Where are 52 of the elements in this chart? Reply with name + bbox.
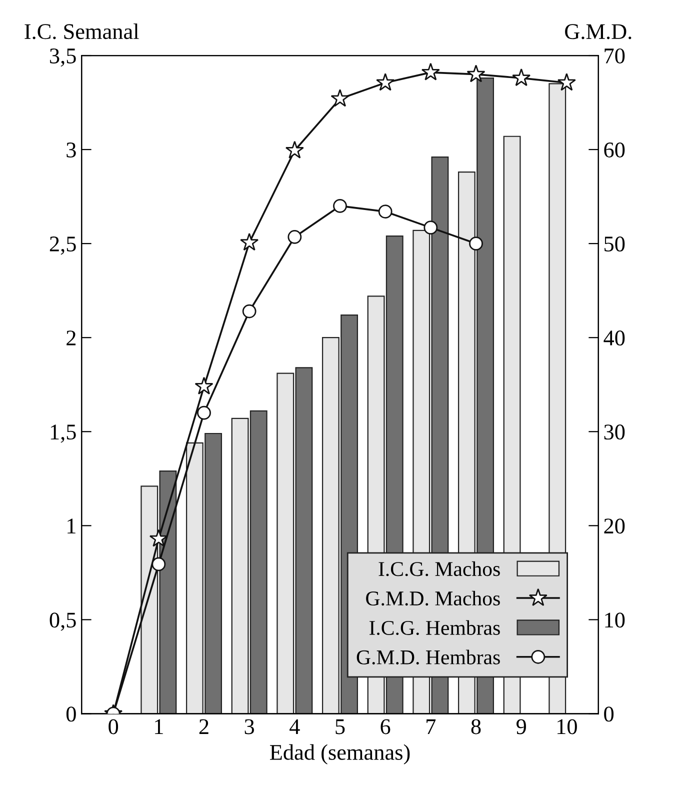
x-tick-label: 2 [199, 719, 208, 734]
point [333, 199, 347, 213]
point [330, 89, 350, 107]
y2-tick-label: 0 [604, 706, 614, 722]
x-tick-label: 1 [155, 719, 163, 734]
point [152, 557, 166, 572]
y-tick-label: 2 [66, 330, 76, 346]
point [285, 140, 304, 158]
y-tick-label: 0 [66, 706, 76, 722]
point [378, 204, 392, 219]
y2-tick-label: 20 [604, 518, 625, 534]
y2-tick-label: 70 [604, 48, 625, 64]
x-tick-label: 5 [336, 719, 345, 734]
x-tick-label: 7 [426, 719, 436, 734]
y-tick-label: 1 [68, 518, 76, 534]
point [197, 406, 211, 420]
y-axis-title: I.C. Semanal [24, 23, 139, 40]
point [512, 68, 531, 86]
x-tick-label: 0 [108, 719, 118, 734]
point [242, 304, 256, 318]
y2-tick-label: 30 [604, 424, 625, 440]
x-tick-label: 4 [290, 719, 300, 734]
x-tick-label: 6 [380, 719, 390, 734]
legend-label: I.C.G. Machos [378, 561, 500, 576]
y2-tick-label: 50 [604, 236, 625, 252]
point [288, 230, 302, 244]
y-tick-label: 2,5 [50, 236, 76, 255]
y2-tick-label: 40 [604, 330, 625, 346]
point [421, 62, 440, 80]
legend-label: G.M.D. Machos [366, 590, 500, 606]
point [376, 73, 395, 91]
point [466, 64, 486, 82]
point [149, 529, 168, 547]
legend-label: I.C.G. Hembras [369, 620, 500, 636]
x-axis-title: Edad (semanas) [270, 744, 410, 764]
y-tick-label: 3,5 [50, 48, 76, 67]
y-tick-label: 3 [66, 142, 76, 158]
x-tick-label: 3 [244, 719, 254, 734]
y2-axis-title: G.M.D. [565, 24, 632, 40]
x-tick-label: 8 [471, 719, 481, 734]
x-tick-label: 9 [516, 719, 526, 734]
y-tick-label: 1,5 [50, 424, 76, 443]
point [557, 73, 576, 91]
legend-label: G.M.D. Hembras [356, 650, 500, 664]
point [240, 232, 259, 251]
y2-tick-label: 10 [605, 612, 625, 628]
point [469, 236, 483, 251]
x-tick-label: 10 [558, 719, 577, 734]
y-tick-label: 0,5 [50, 612, 76, 631]
y2-tick-label: 60 [604, 142, 625, 158]
point [194, 376, 214, 394]
point [424, 220, 438, 235]
